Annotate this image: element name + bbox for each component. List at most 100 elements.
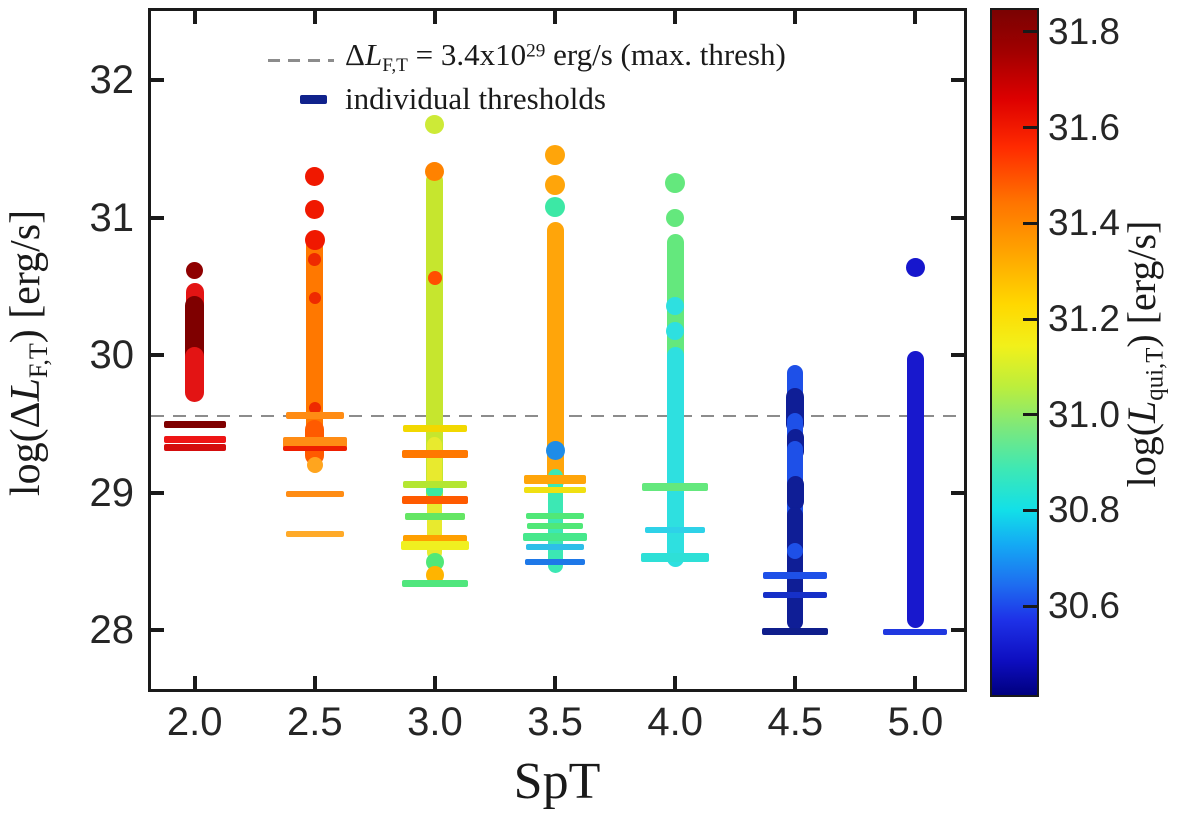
y-tick-mark [151, 78, 164, 83]
data-dot [308, 252, 322, 266]
column-segment [666, 346, 684, 568]
data-dot [545, 174, 566, 195]
colorbar [990, 8, 1039, 697]
y-axis-label-pre: log(Δ [3, 401, 49, 497]
threshold-bar [285, 491, 344, 498]
y-tick-mark [951, 78, 964, 83]
data-dot [305, 200, 325, 220]
data-dot [308, 401, 321, 414]
threshold-bar [401, 450, 468, 459]
y-tick-label: 32 [89, 58, 135, 103]
column-segment [426, 172, 444, 505]
threshold-bar [163, 420, 226, 428]
x-tick-mark [913, 11, 918, 24]
column-segment [787, 506, 804, 631]
threshold-bar [524, 474, 587, 484]
x-tick-label: 2.0 [166, 700, 223, 744]
data-dot [427, 271, 442, 286]
data-dot [186, 261, 204, 279]
data-dot [666, 296, 685, 315]
legend-entry-individual-thresholds: individual thresholds [345, 81, 606, 117]
column-segment [306, 236, 324, 444]
legend-dashed-line-sample [268, 59, 334, 62]
x-tick-mark [673, 11, 678, 24]
x-tick-mark [673, 676, 678, 689]
data-dot [545, 144, 566, 165]
threshold-bar [401, 495, 468, 504]
column-segment [786, 476, 804, 510]
y-axis-label-symbol: L [3, 378, 49, 402]
column-segment [185, 347, 205, 402]
y-axis-label-post: ) [erg/s] [3, 209, 49, 344]
x-tick-mark [432, 676, 437, 689]
threshold-bar [402, 534, 467, 542]
legend-threshold-marker [300, 95, 327, 104]
y-tick-label: 29 [89, 470, 135, 515]
x-tick-mark [553, 11, 558, 24]
plot-area: ΔLF,T = 3.4x1029 erg/s (max. thresh) ind… [148, 8, 967, 692]
x-axis-label: SpT [513, 753, 601, 810]
legend-entry-max-threshold: ΔLF,T = 3.4x1029 erg/s (max. thresh) [345, 37, 786, 77]
threshold-bar [285, 531, 344, 538]
x-tick-mark [913, 676, 918, 689]
threshold-bar [525, 558, 586, 565]
y-tick-mark [951, 490, 964, 495]
x-tick-label: 3.5 [527, 700, 583, 744]
x-tick-label: 2.5 [287, 700, 343, 744]
data-dot [308, 291, 321, 304]
y-tick-mark [951, 215, 964, 220]
column-segment [546, 221, 564, 491]
data-dot [425, 114, 445, 134]
threshold-bar [641, 553, 710, 563]
legend-equation: = 3.4x10 [407, 37, 527, 72]
data-dot [306, 457, 323, 474]
threshold-bar [401, 580, 468, 588]
data-dot [665, 173, 686, 194]
colorbar-tick-mark [1023, 413, 1037, 417]
y-tick-label: 31 [89, 195, 135, 240]
data-dot [425, 552, 444, 571]
y-tick-mark [951, 353, 964, 358]
threshold-bar [163, 444, 226, 451]
data-dot [545, 440, 565, 460]
legend-L-symbol: L [364, 37, 383, 72]
data-dot [905, 257, 925, 277]
threshold-bar [285, 412, 344, 420]
colorbar-tick-mark [1023, 508, 1037, 512]
x-tick-label: 4.0 [647, 700, 704, 744]
x-tick-label: 4.5 [767, 700, 824, 744]
data-dot [666, 321, 685, 340]
colorbar-tick-label: 31.2 [1048, 298, 1121, 339]
y-tick-label: 30 [89, 333, 135, 378]
threshold-bar [282, 436, 347, 448]
colorbar-tick-mark [1023, 317, 1037, 321]
threshold-bar [163, 435, 226, 443]
legend-individual-label: individual thresholds [345, 81, 606, 116]
data-dot [304, 229, 325, 250]
data-dot [425, 161, 445, 181]
colorbar-tick-label: 30.6 [1048, 585, 1121, 627]
x-tick-mark [312, 11, 317, 24]
colorbar-tick-mark [1023, 221, 1037, 225]
data-dot [425, 566, 444, 585]
y-tick-mark [151, 353, 164, 358]
column-segment [547, 468, 563, 574]
data-dot [305, 167, 325, 187]
x-tick-mark [312, 676, 317, 689]
legend-units: erg/s (max. thresh) [545, 37, 786, 72]
data-dot [545, 196, 566, 217]
colorbar-tick-mark [1023, 30, 1037, 34]
x-tick-mark [432, 11, 437, 24]
data-dot [787, 542, 804, 559]
y-tick-mark [151, 215, 164, 220]
x-tick-mark [793, 11, 798, 24]
colorbar-tick-mark [1023, 126, 1037, 130]
threshold-bar [282, 446, 347, 452]
y-tick-mark [151, 628, 164, 633]
colorbar-tick-label: 31.8 [1048, 10, 1121, 52]
threshold-bar [762, 628, 829, 636]
threshold-bar [527, 522, 584, 529]
x-tick-mark [793, 676, 798, 689]
threshold-bar [404, 512, 465, 520]
